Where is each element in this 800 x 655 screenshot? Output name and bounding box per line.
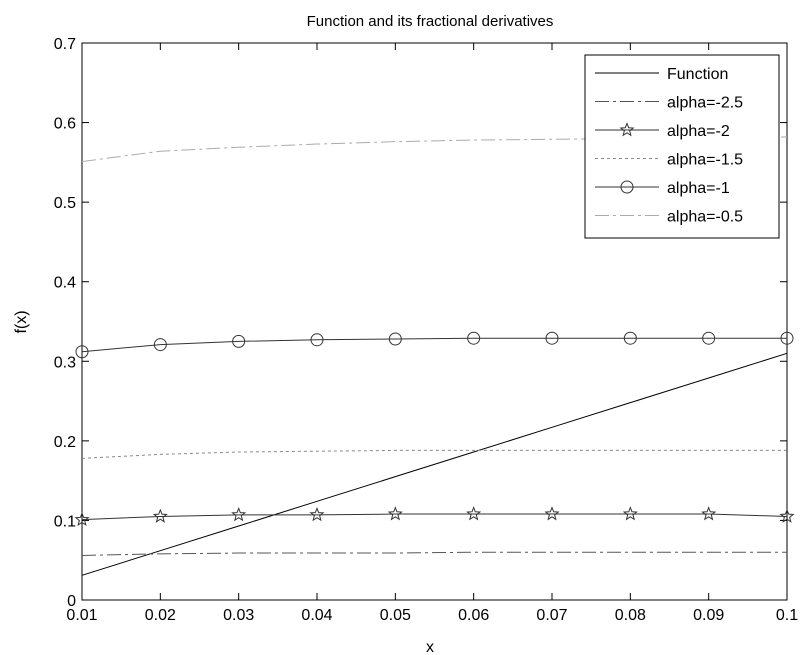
data-point [622, 506, 638, 521]
data-point [702, 331, 716, 345]
legend-item: alpha=-1 [595, 180, 730, 197]
chart-title: Function and its fractional derivatives [307, 13, 554, 30]
x-tick-label: 0.1 [776, 607, 798, 624]
data-point [75, 345, 89, 359]
legend-item: alpha=-0.5 [595, 209, 743, 226]
x-tick-label: 0.04 [301, 607, 332, 624]
legend-marker [620, 180, 634, 194]
series-line [81, 513, 788, 521]
x-tick-label: 0.08 [615, 607, 646, 624]
legend: Function alpha=-2.5 alpha=-2 alpha=-1.5 alph… [584, 54, 780, 239]
data-point [780, 331, 794, 345]
series-line [81, 352, 788, 576]
x-tick-label: 0.03 [223, 607, 254, 624]
legend-label: alpha=-1 [667, 180, 730, 197]
legend-label: alpha=-2 [667, 123, 730, 140]
data-point [232, 334, 246, 348]
legend-item: alpha=-1.5 [595, 152, 743, 169]
legend-item: alpha=-2.5 [595, 95, 743, 112]
series-1 [81, 551, 787, 556]
data-point [309, 506, 325, 522]
y-tick-label: 0.5 [54, 195, 76, 212]
legend-marker [619, 122, 635, 137]
data-point [231, 506, 247, 522]
data-point [153, 338, 167, 352]
data-point [466, 506, 482, 521]
x-tick-label: 0.06 [458, 607, 489, 624]
x-tick-label: 0.02 [145, 607, 176, 624]
series-2 [74, 506, 795, 527]
legend-label: alpha=-2.5 [667, 95, 743, 112]
data-point [545, 331, 559, 345]
data-point [701, 506, 717, 521]
data-point [74, 511, 90, 527]
data-point [152, 508, 168, 523]
y-tick-label: 0.2 [54, 434, 76, 451]
x-tick-label: 0.09 [693, 607, 724, 624]
x-tick-label: 0.05 [380, 607, 411, 624]
x-tick-label: 0.07 [536, 607, 567, 624]
series-line [81, 551, 787, 556]
x-tick-label: 0.01 [66, 607, 97, 624]
legend-item: Function [595, 66, 728, 83]
legend-label: alpha=-1.5 [667, 152, 743, 169]
data-point [467, 331, 481, 345]
y-tick-label: 0.7 [54, 36, 76, 53]
y-tick-label: 0.3 [54, 354, 76, 371]
data-point [387, 506, 403, 521]
data-point [310, 333, 324, 347]
series-0 [81, 352, 788, 576]
data-point [779, 508, 795, 523]
y-tick-label: 0 [67, 593, 76, 610]
x-axis-title: x [426, 639, 434, 655]
data-point [544, 506, 560, 521]
y-axis-title: f(x) [13, 310, 30, 333]
y-tick-label: 0.1 [54, 513, 76, 530]
legend-box [584, 54, 780, 239]
y-tick-label: 0.6 [54, 116, 76, 133]
series-line [81, 337, 787, 353]
data-point [623, 331, 637, 345]
legend-item: alpha=-2 [595, 122, 730, 140]
data-point [388, 332, 402, 346]
legend-label: Function [667, 66, 728, 83]
y-tick-label: 0.4 [54, 275, 76, 292]
legend-label: alpha=-0.5 [667, 209, 743, 226]
series-4 [75, 331, 794, 359]
